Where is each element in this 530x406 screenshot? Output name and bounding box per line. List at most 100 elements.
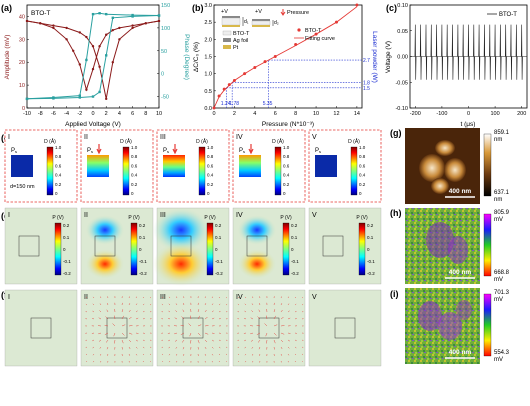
cb-tick-e: -0.2 xyxy=(63,271,71,276)
cell-label-f: V xyxy=(312,294,317,301)
panel-i: (i) 400 nm 701.3 mV 554.3 mV xyxy=(390,288,510,364)
x-tick-label-a: -10 xyxy=(23,111,31,117)
field-vector xyxy=(183,296,185,299)
field-vector xyxy=(273,332,277,336)
x-tick-label-b: 6 xyxy=(274,111,277,117)
y-tick-label-a-right: -50 xyxy=(161,95,169,101)
field-vector xyxy=(197,324,202,327)
field-vector xyxy=(197,315,200,320)
y-tick-label-a-right: 100 xyxy=(161,26,170,32)
x-tick-label-a: 8 xyxy=(144,111,147,117)
field-vector xyxy=(243,332,247,334)
field-vector xyxy=(92,310,95,313)
point-a xyxy=(78,96,81,99)
field-vector xyxy=(106,303,109,306)
cb-tick-d: 0.6 xyxy=(359,163,366,168)
device-schematic-inset: +V +V d₁ d₂ Pressure BTO-T Ag foil Pt xyxy=(221,9,309,51)
field-vector xyxy=(92,346,95,349)
field-vector xyxy=(142,303,145,306)
field-vector xyxy=(301,339,304,341)
kpfm-domain-i-3 xyxy=(456,300,472,320)
cb-tick-e: 0 xyxy=(215,247,218,252)
cb-title-e: P (V) xyxy=(128,215,140,221)
field-vector xyxy=(204,296,206,299)
field-vector xyxy=(250,317,254,320)
field-vector xyxy=(225,339,228,341)
field-vector xyxy=(294,303,297,306)
cb-tick-e: -0.2 xyxy=(139,271,147,276)
field-vector xyxy=(180,332,185,335)
field-vector xyxy=(251,346,254,349)
x-tick-label-b: 4 xyxy=(253,111,256,117)
field-vector xyxy=(168,310,171,313)
point-a xyxy=(98,65,101,69)
field-vector xyxy=(273,346,275,350)
field-vector xyxy=(225,360,227,362)
field-vector xyxy=(218,339,221,342)
data-point-b xyxy=(222,87,226,91)
cell-label-d: III xyxy=(160,134,166,141)
bto-outline xyxy=(18,235,40,257)
field-vector xyxy=(273,315,276,320)
ps-label: Ps xyxy=(163,148,169,154)
field-vector xyxy=(114,339,116,344)
y-tick-label-b: 0.5 xyxy=(204,89,212,95)
panel-letter-b: (b) xyxy=(192,3,204,13)
field-vector xyxy=(294,360,296,363)
field-vector xyxy=(294,339,297,342)
cb-title-e: P (V) xyxy=(356,215,368,221)
potential-positive xyxy=(85,249,125,279)
cb-tick-e: 0 xyxy=(63,247,66,252)
cell-label-d: V xyxy=(312,134,317,141)
afm-grain-3 xyxy=(444,158,466,182)
field-vector xyxy=(287,303,290,306)
y-tick-label-b: 0.0 xyxy=(204,106,212,112)
field-cell-f xyxy=(4,289,78,367)
field-vector xyxy=(244,317,247,320)
point-a xyxy=(65,26,68,30)
y-axis-label-b-left: ΔC/C₀ (%) xyxy=(193,42,200,72)
data-point-b xyxy=(334,20,338,24)
cb-tick-e: -0.2 xyxy=(367,271,375,276)
field-vector xyxy=(142,318,145,320)
potential-cell-e xyxy=(308,207,382,285)
cb-tick-d: 0.4 xyxy=(359,173,366,178)
bto-outline xyxy=(334,317,356,339)
point-a xyxy=(157,14,161,17)
field-vector xyxy=(92,296,95,299)
field-vector xyxy=(149,346,152,348)
point-a xyxy=(105,54,108,57)
cb-tick-d: 0.2 xyxy=(131,182,138,187)
field-vector xyxy=(161,339,164,341)
x-tick-label-c: -200 xyxy=(410,111,421,117)
cb-tick-e: -0.2 xyxy=(291,271,299,276)
field-vector xyxy=(218,346,221,349)
point-a xyxy=(118,38,121,41)
field-vector xyxy=(218,303,221,306)
field-vector xyxy=(265,315,268,320)
ticks-c: -200 -100 0 100 200 0.10 0.05 0.00 -0.05 -0.10 xyxy=(395,3,526,117)
series-a xyxy=(25,12,161,101)
inset-legend-pt-swatch xyxy=(223,45,231,49)
point-a xyxy=(78,63,82,66)
series-c xyxy=(410,24,527,80)
field-vector xyxy=(99,353,102,356)
field-vector xyxy=(93,360,95,363)
field-vector xyxy=(135,346,138,349)
field-vector xyxy=(218,353,221,356)
field-vector xyxy=(252,296,254,299)
field-vector xyxy=(142,346,145,349)
field-vector xyxy=(161,346,164,348)
field-vector xyxy=(257,316,261,320)
legend-marker-bto xyxy=(297,28,301,32)
field-vector xyxy=(142,360,144,363)
point-a xyxy=(78,31,82,34)
inset-ag-top-1 xyxy=(222,16,240,18)
field-vector xyxy=(245,360,247,363)
field-vector xyxy=(218,318,221,320)
field-vector xyxy=(175,303,178,306)
y-tick-label-a-right: 150 xyxy=(161,3,170,9)
field-vector xyxy=(218,296,221,299)
field-vector xyxy=(99,310,102,313)
cb-tick-d: 0.8 xyxy=(283,154,290,159)
